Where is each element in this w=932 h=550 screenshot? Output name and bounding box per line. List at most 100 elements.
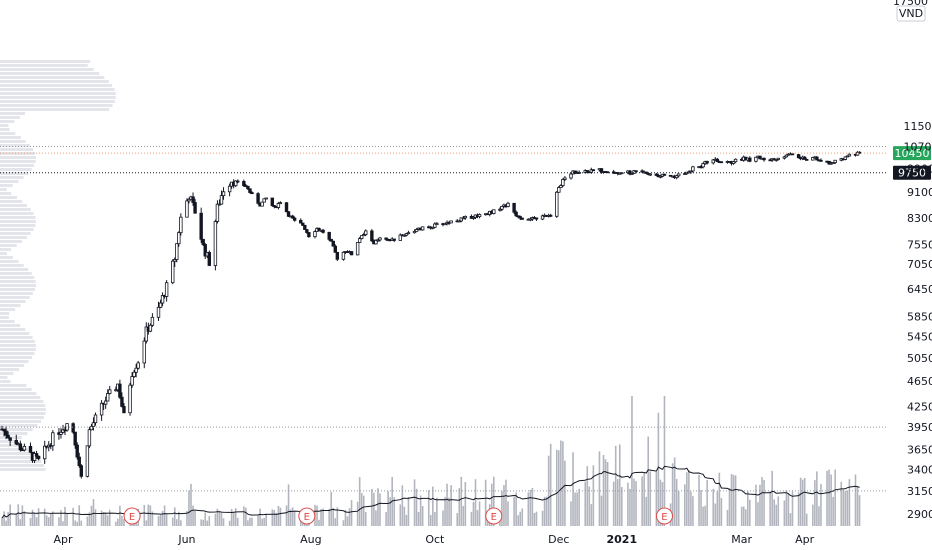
candle-body [221, 191, 226, 197]
volume-bar [759, 484, 761, 526]
profile-bar [0, 444, 23, 447]
profile-bar [0, 320, 15, 323]
candle-body [142, 340, 146, 364]
candle-body [845, 155, 850, 158]
volume-bar [147, 504, 150, 526]
volume-bar [159, 514, 162, 526]
price-axis[interactable]: 11500 10700 9900 9100 8300 7550 7050 6450 5850 54… [904, 120, 932, 521]
volume-bar [773, 499, 776, 526]
volume-bar [417, 511, 420, 526]
earnings-icon[interactable] [123, 507, 141, 525]
time-axis[interactable]: Apr Jun Aug Oct Dec 2021 Mar Apr [53, 533, 814, 546]
candle-body [705, 161, 709, 164]
volume-bar [220, 513, 223, 526]
y-tick-label: 5850 [907, 311, 932, 324]
volume-bar [560, 440, 562, 526]
candle-body [557, 187, 561, 193]
profile-bar [0, 332, 30, 335]
currency-label[interactable]: VND [896, 5, 926, 22]
candle-body [561, 179, 565, 186]
x-tick-label: Mar [731, 533, 752, 546]
x-tick-label: 2021 [606, 533, 637, 546]
volume-bar [462, 505, 465, 526]
volume-bar [90, 505, 93, 526]
candle-body [79, 465, 83, 477]
volume-bar [545, 496, 548, 526]
earnings-icon[interactable] [298, 507, 316, 525]
candle-body [674, 175, 679, 179]
volume-bar [293, 511, 296, 526]
volume-bar [826, 470, 828, 526]
candle-body [215, 203, 220, 222]
candle-body [179, 216, 183, 234]
candle-body [847, 153, 852, 157]
volume-bar [519, 511, 522, 526]
price-tag[interactable] [893, 165, 931, 180]
volume-bar [273, 510, 276, 526]
volume-bar [344, 509, 347, 526]
candle-body [327, 232, 331, 240]
volume-bar [66, 513, 68, 526]
candle-body [134, 367, 138, 373]
candle-body [384, 237, 388, 240]
volume-bar [761, 477, 763, 526]
candle-body [158, 302, 163, 308]
volume-bar [541, 510, 544, 526]
earnings-icon[interactable] [485, 507, 503, 525]
candle-body [628, 170, 632, 175]
y-tick-label: 9900 [907, 162, 932, 175]
candle-body [292, 217, 297, 221]
volume-bar [434, 511, 436, 526]
candle-body [73, 431, 77, 446]
candle-body [754, 156, 758, 162]
candle-body [262, 198, 266, 203]
candle-body [715, 158, 720, 163]
volume-bar [673, 457, 676, 526]
profile-bar [0, 392, 37, 395]
volume-bar [645, 496, 647, 526]
volume-bar [805, 513, 808, 526]
volume-bar [50, 514, 52, 526]
candle-body [6, 434, 10, 439]
profile-bar [0, 224, 36, 227]
profile-bar [0, 380, 11, 383]
volume-bar [320, 509, 322, 526]
volume-bar [492, 476, 495, 526]
volume-bar [102, 512, 105, 526]
candle-body [234, 180, 238, 187]
volume-bar [47, 517, 50, 526]
volume-bar [448, 497, 450, 526]
profile-bar [0, 252, 8, 255]
volume-bar [232, 512, 235, 526]
volume-bar [533, 512, 536, 526]
price-tag-label: 10450 [895, 147, 930, 160]
candle-body [843, 156, 848, 160]
candle-body [569, 173, 573, 179]
volume-bar [186, 510, 188, 526]
profile-bar [0, 124, 9, 127]
profile-bar [0, 304, 21, 307]
profile-bar [0, 272, 32, 275]
candle-body [301, 222, 305, 226]
candle-body [227, 185, 232, 193]
volume-bar [444, 496, 446, 526]
candle-body [307, 232, 311, 238]
profile-bar [0, 420, 42, 423]
volume-bar [616, 479, 619, 526]
candle-body [278, 202, 283, 205]
candle-body [260, 201, 264, 207]
profile-bar [0, 368, 20, 371]
profile-bar [0, 96, 116, 99]
profile-bar [0, 168, 32, 171]
candle-body [335, 251, 340, 260]
volume-bar [801, 479, 804, 526]
profile-bar [0, 340, 35, 343]
candle-body [290, 215, 295, 219]
price-tag[interactable] [893, 146, 931, 161]
volume-bar [415, 488, 418, 526]
earnings-icon[interactable] [655, 507, 673, 525]
profile-bar [0, 396, 41, 399]
candle-body [364, 230, 368, 235]
